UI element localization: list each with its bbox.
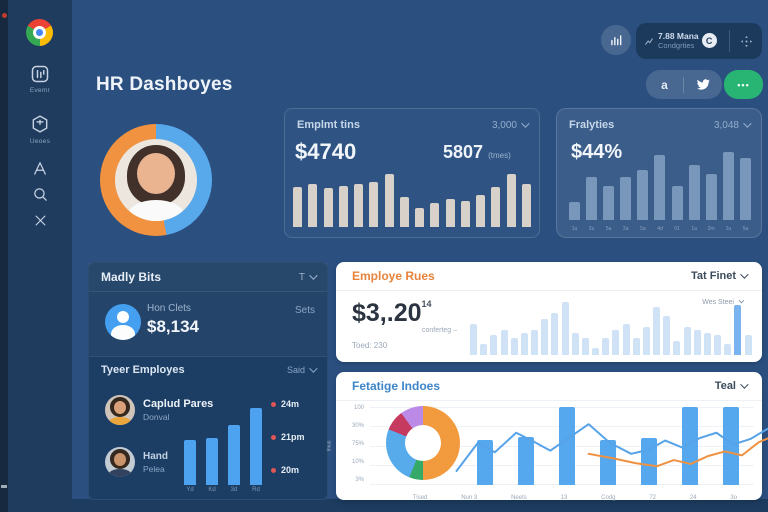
chrome-logo-icon[interactable] <box>26 19 53 46</box>
employment-value-2: 5807 (tmes) <box>443 142 511 162</box>
badge-c: C <box>701 33 717 49</box>
mini-chart-icon <box>645 38 653 45</box>
profile-donut-chart <box>100 124 212 236</box>
y-axis-ticks: 100 30% 75% 10% 3% <box>351 405 364 483</box>
metrics-value: 7.88 Mana <box>658 30 699 41</box>
stat-value: $8,134 <box>147 317 199 336</box>
rates-value: $3,.2014 <box>352 299 432 327</box>
team-panel: Madly Bits T Hon Clets $8,134 Sets Tyeer… <box>88 262 328 500</box>
panel-title: Madly Bits <box>101 270 162 284</box>
analytics-dropdown[interactable]: 3,048 <box>714 118 752 131</box>
employment-bar-chart <box>293 165 531 227</box>
card-title: Fetatige Indoes <box>352 379 441 393</box>
avatar <box>115 139 197 221</box>
index-card: Fetatige Indoes Teal Imus 100 30% 75% 10% 3%… <box>326 372 762 502</box>
analytics-bar-chart <box>569 144 751 220</box>
team-body: Caplud Pares Donval Hand Pelea Yd Kd 3d Rd … <box>89 383 327 501</box>
employee-name: Hand <box>143 451 168 462</box>
employee-role: Pelea <box>143 464 165 474</box>
team-dropdown[interactable]: T <box>299 270 318 283</box>
window-close-dot[interactable] <box>2 13 7 18</box>
team-bar-chart <box>184 401 262 485</box>
team-x-ticks: Yd Kd 3d Rd <box>186 487 260 493</box>
sidebar-item-label: Evemr <box>29 87 51 94</box>
analytics-x-ticks: 1u 2u 5a 2a 5a 4d 01 1a 2m 1u 5a <box>571 226 749 232</box>
index-bar-chart <box>464 407 752 485</box>
chevron-down-icon <box>740 270 749 279</box>
bottom-band <box>72 499 768 512</box>
stat-label: Hon Clets <box>147 303 191 314</box>
employee-rates-card: Employe Rues Tat Finet $3,.2014 conferte… <box>336 262 762 362</box>
dashboard-icon[interactable] <box>8 64 72 84</box>
metrics-caption: Condgrties <box>658 40 695 50</box>
avatar <box>105 395 135 425</box>
social-pill: a <box>646 70 722 99</box>
index-dropdown[interactable]: Teal <box>715 380 749 392</box>
employment-card: Emplmt tins 3,000 $4740 5807 (tmes) <box>284 108 540 238</box>
section-title: Tyeer Employes <box>101 364 185 376</box>
more-button[interactable]: ••• <box>724 70 763 99</box>
letter-a-icon[interactable] <box>8 160 72 176</box>
move-icon[interactable] <box>730 34 762 49</box>
employment-value-1: $4740 <box>295 139 357 164</box>
index-line-chart <box>448 407 768 485</box>
section-dropdown[interactable]: Said <box>287 364 318 375</box>
index-donut-chart <box>386 406 460 480</box>
team-legend: 24m 21pm 20m <box>271 399 305 498</box>
avatar <box>105 447 135 477</box>
chevron-down-icon <box>743 118 752 128</box>
window-edge-strip <box>0 0 8 512</box>
analytics-value: $44% <box>571 141 623 163</box>
card-title: Emplmt tins <box>297 119 360 131</box>
chevron-down-icon <box>521 118 530 128</box>
x-axis-labels: Tised Nun 3 Neets 13 Codg 72 24 3o <box>412 495 738 501</box>
twitter-icon[interactable] <box>684 78 721 91</box>
employee-role: Donval <box>143 412 170 422</box>
chevron-down-icon <box>309 270 318 280</box>
index-chart-area: Imus 100 30% 75% 10% 3% Tised Nun 3 Neets 13 Cod… <box>326 401 762 502</box>
legend-dot <box>271 434 276 440</box>
page-title: HR Dashboyes <box>96 74 233 95</box>
sidebar-item-label: Ueoes <box>29 138 51 145</box>
card-title: Employe Rues <box>352 269 435 283</box>
cube-icon[interactable] <box>8 114 72 134</box>
strip-marker <box>1 485 7 488</box>
search-icon[interactable] <box>8 186 72 203</box>
y-axis-label: Imus <box>326 440 333 452</box>
stats-circle-button[interactable] <box>601 25 631 55</box>
sidebar: Evemr Ueoes <box>8 0 72 512</box>
employment-dropdown[interactable]: 3,000 <box>492 118 530 131</box>
close-icon[interactable] <box>8 213 72 228</box>
legend-dot <box>271 401 276 407</box>
letter-a-button[interactable]: a <box>661 77 668 92</box>
avatar <box>105 304 141 340</box>
chevron-down-icon <box>740 380 749 389</box>
team-stat-row: Hon Clets $8,134 Sets <box>89 292 327 357</box>
rates-bar-chart <box>470 299 752 355</box>
rates-chart-dropdown[interactable]: Wes Steei <box>702 297 745 306</box>
chevron-down-icon <box>309 364 318 373</box>
rates-dropdown[interactable]: Tat Finet <box>691 270 749 282</box>
card-title: Fralyties <box>569 119 615 131</box>
rates-note: conferteg – <box>422 327 458 334</box>
legend-dot <box>271 467 276 473</box>
stat-right: Sets <box>294 305 315 316</box>
employee-name: Caplud Pares <box>143 398 214 410</box>
analytics-card: Fralyties 3,048 $44% 1u 2u 5a 2a 5a 4d 01 1a 2m 1… <box>556 108 762 238</box>
metrics-pill[interactable]: 7.88 Mana Condgrties C <box>636 23 762 59</box>
rates-total: Toed: 230 <box>352 341 388 350</box>
